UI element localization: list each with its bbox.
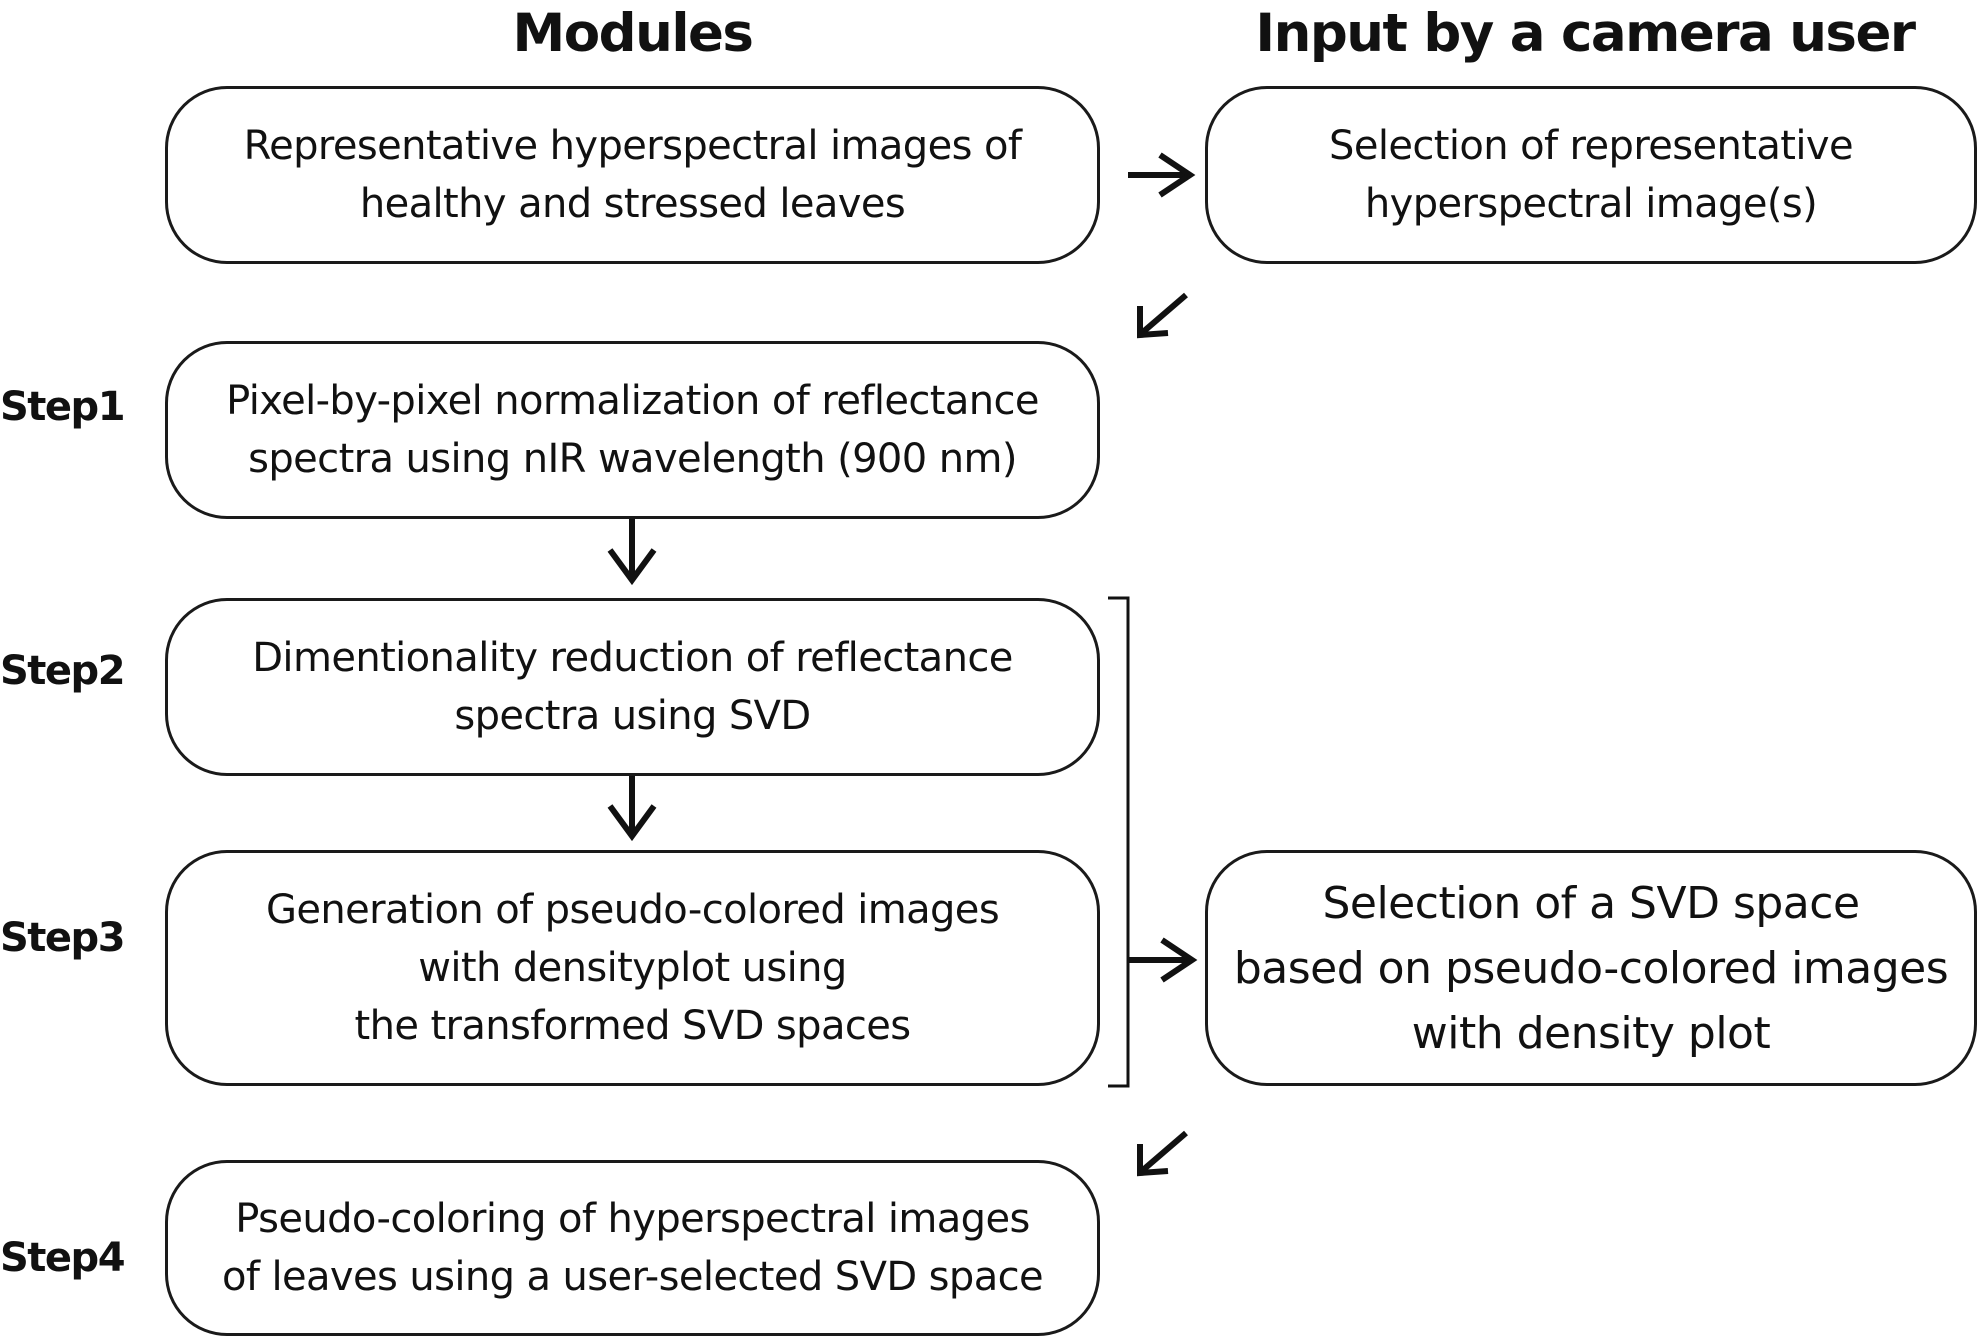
representative-images-text: Representative hyperspectral images of h… <box>243 123 1022 227</box>
step3-pseudo-color-generation-text: Generation of pseudo-colored images with… <box>265 887 1000 1049</box>
arrow-selection-to-step1 <box>1137 292 1188 339</box>
arrow-svd-selection-to-step4 <box>1137 1130 1188 1177</box>
step4-pseudo-coloring-text: Pseudo-coloring of hyperspectral images … <box>221 1196 1044 1300</box>
step2-dimensionality-reduction-text: Dimentionality reduction of reflectance … <box>252 635 1013 739</box>
image-selection-text: Selection of representative hyperspectra… <box>1329 123 1854 227</box>
step2-step3-bracket <box>1108 596 1130 1088</box>
step3-pseudo-color-generation-box: Generation of pseudo-colored images with… <box>165 850 1100 1086</box>
arrow-to-svd-selection <box>1128 937 1198 983</box>
modules-column-header: Modules <box>512 3 754 64</box>
representative-images-box: Representative hyperspectral images of h… <box>165 86 1100 264</box>
step4-pseudo-coloring-box: Pseudo-coloring of hyperspectral images … <box>165 1160 1100 1336</box>
step1-normalization-text: Pixel-by-pixel normalization of reflecta… <box>226 378 1039 482</box>
svd-space-selection-text: Selection of a SVD space based on pseudo… <box>1233 877 1949 1059</box>
step1-label: Step1 <box>0 384 126 430</box>
step3-label: Step3 <box>0 915 126 961</box>
arrow-step2-to-step3 <box>607 776 657 842</box>
step2-label: Step2 <box>0 648 126 694</box>
step1-normalization-box: Pixel-by-pixel normalization of reflecta… <box>165 341 1100 519</box>
image-selection-box: Selection of representative hyperspectra… <box>1205 86 1977 264</box>
svd-space-selection-box: Selection of a SVD space based on pseudo… <box>1205 850 1977 1086</box>
user-input-column-header: Input by a camera user <box>1255 3 1916 64</box>
step2-dimensionality-reduction-box: Dimentionality reduction of reflectance … <box>165 598 1100 776</box>
arrow-to-image-selection <box>1128 152 1196 198</box>
arrow-step1-to-step2 <box>607 519 657 586</box>
step4-label: Step4 <box>0 1235 126 1281</box>
